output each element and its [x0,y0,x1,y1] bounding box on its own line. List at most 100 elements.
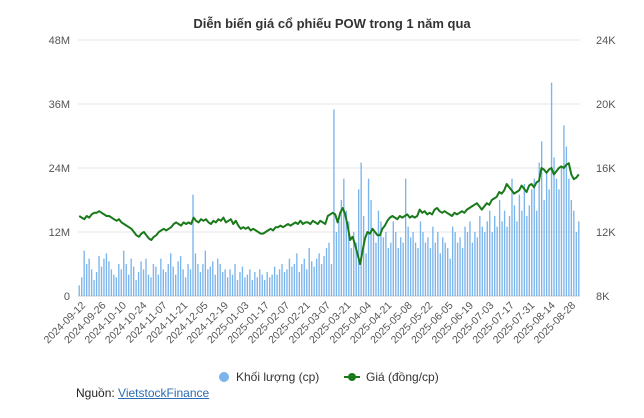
volume-bar[interactable] [308,248,310,296]
volume-bar[interactable] [548,189,550,296]
volume-bar[interactable] [397,248,399,296]
volume-bar[interactable] [231,274,234,296]
volume-bar[interactable] [189,269,192,296]
volume-bar[interactable] [301,264,303,296]
volume-bar[interactable] [506,226,508,296]
volume-bar[interactable] [345,210,347,296]
volume-bar[interactable] [278,269,281,296]
volume-bar[interactable] [372,232,375,296]
volume-bar[interactable] [192,194,194,296]
volume-bar[interactable] [439,253,441,296]
volume-bar[interactable] [437,232,439,296]
volume-bar[interactable] [160,258,162,296]
price-line[interactable] [78,162,580,265]
volume-bar[interactable] [315,258,318,296]
volume-bar[interactable] [105,253,108,296]
volume-bar[interactable] [318,253,320,296]
volume-bar[interactable] [498,200,501,296]
volume-bar[interactable] [382,237,385,296]
volume-bar[interactable] [362,216,365,296]
volume-bar[interactable] [311,261,313,296]
volume-bar[interactable] [296,253,298,296]
volume-bar[interactable] [271,274,273,296]
volume-bar[interactable] [350,248,352,296]
volume-bar[interactable] [234,264,236,296]
volume-bar[interactable] [110,269,113,296]
volume-bar[interactable] [531,189,533,296]
volume-bar[interactable] [298,272,301,296]
volume-bar[interactable] [404,178,407,296]
volume-bar[interactable] [454,232,456,296]
volume-bar[interactable] [212,261,214,296]
volume-bar[interactable] [214,274,216,296]
volume-bar[interactable] [167,264,169,296]
volume-bar[interactable] [422,232,424,296]
volume-bar[interactable] [115,277,118,296]
volume-bar[interactable] [85,264,88,296]
volume-bar[interactable] [491,232,493,296]
volume-bar[interactable] [412,232,414,296]
volume-bar[interactable] [543,200,545,296]
volume-bar[interactable] [251,280,254,296]
volume-bar[interactable] [93,280,95,296]
volume-bar[interactable] [281,264,283,296]
volume-bar[interactable] [88,258,90,296]
volume-bar[interactable] [286,269,288,296]
volume-bar[interactable] [264,280,266,296]
legend-item-volume[interactable]: Khối lượng (cp) [219,370,319,384]
volume-bar[interactable] [429,248,432,296]
volume-bar[interactable] [553,157,555,296]
volume-bar[interactable] [184,277,187,296]
volume-bar[interactable] [78,285,80,296]
volume-bar[interactable] [367,178,370,296]
volume-bar[interactable] [444,242,446,296]
volume-bar[interactable] [555,178,558,296]
volume-bar[interactable] [526,216,528,296]
volume-bar[interactable] [128,274,130,296]
volume-bar[interactable] [162,269,164,296]
volume-bar[interactable] [395,232,397,296]
volume-bar[interactable] [273,266,276,296]
volume-bar[interactable] [313,266,315,296]
volume-bar[interactable] [353,232,355,296]
volume-bar[interactable] [303,258,305,296]
volume-bar[interactable] [239,272,241,296]
volume-bar[interactable] [570,200,573,296]
volume-bar[interactable] [558,189,560,296]
volume-bar[interactable] [536,210,538,296]
volume-bar[interactable] [328,242,330,296]
volume-bar[interactable] [150,277,152,296]
volume-bar[interactable] [370,200,372,296]
volume-bar[interactable] [392,221,394,296]
volume-bar[interactable] [90,269,93,296]
volume-bar[interactable] [172,266,174,296]
volume-bar[interactable] [268,277,271,296]
volume-bar[interactable] [550,82,553,297]
volume-bar[interactable] [95,272,98,296]
volume-bar[interactable] [83,250,85,296]
volume-bar[interactable] [486,221,488,296]
volume-bar[interactable] [494,216,496,296]
volume-bar[interactable] [484,232,486,296]
volume-bar[interactable] [380,221,382,296]
volume-bar[interactable] [204,250,207,296]
volume-bar[interactable] [377,210,380,296]
volume-bar[interactable] [479,216,481,296]
volume-bar[interactable] [100,266,103,296]
volume-bar[interactable] [209,266,211,296]
volume-bar[interactable] [256,277,258,296]
volume-bar[interactable] [434,242,437,296]
volume-bar[interactable] [578,221,580,296]
volume-bar[interactable] [224,269,226,296]
volume-bar[interactable] [459,237,461,296]
volume-bar[interactable] [449,258,451,296]
volume-bar[interactable] [469,221,471,296]
volume-bar[interactable] [103,258,105,296]
volume-bar[interactable] [538,162,540,296]
volume-bar[interactable] [266,272,268,296]
volume-bar[interactable] [323,256,325,296]
volume-bar[interactable] [120,269,122,296]
volume-bar[interactable] [385,232,387,296]
volume-bar[interactable] [568,178,570,296]
volume-bar[interactable] [293,264,296,296]
